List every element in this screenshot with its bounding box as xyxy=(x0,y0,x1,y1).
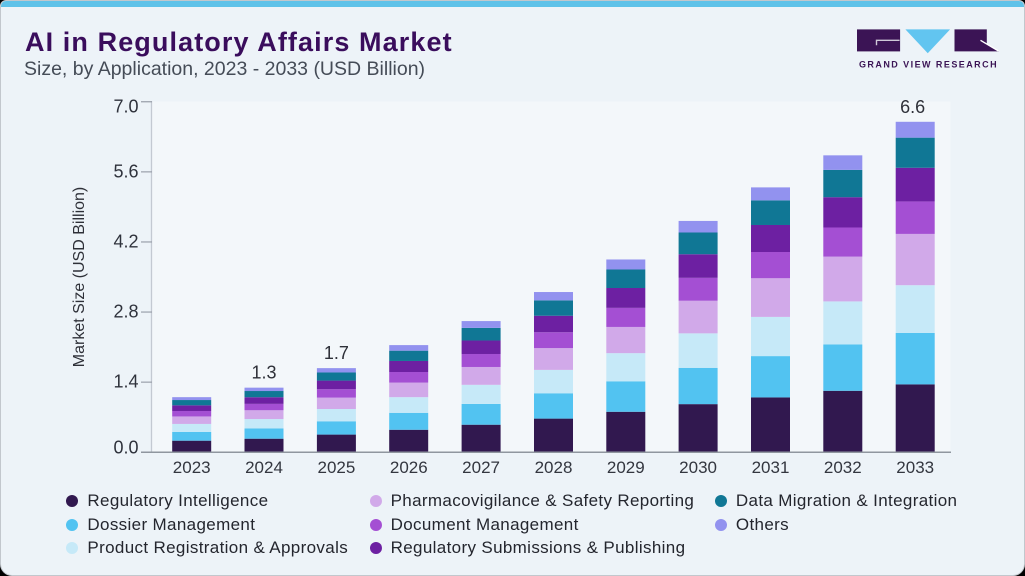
svg-text:1.3: 1.3 xyxy=(251,363,276,383)
svg-text:7.0: 7.0 xyxy=(113,96,138,116)
svg-text:GRAND VIEW RESEARCH: GRAND VIEW RESEARCH xyxy=(859,59,998,69)
svg-text:2030: 2030 xyxy=(679,458,717,477)
svg-text:Market Size (USD Billion): Market Size (USD Billion) xyxy=(71,187,88,367)
svg-text:0.0: 0.0 xyxy=(113,437,138,457)
svg-text:2027: 2027 xyxy=(462,458,500,477)
svg-text:4.2: 4.2 xyxy=(113,231,138,251)
svg-text:2033: 2033 xyxy=(896,458,934,477)
svg-text:2025: 2025 xyxy=(317,458,355,477)
svg-text:2.8: 2.8 xyxy=(113,301,138,321)
svg-text:2028: 2028 xyxy=(535,458,573,477)
svg-text:2032: 2032 xyxy=(824,458,862,477)
svg-text:2023: 2023 xyxy=(173,458,211,477)
svg-text:2029: 2029 xyxy=(607,458,645,477)
svg-text:6.6: 6.6 xyxy=(900,97,925,117)
svg-text:5.6: 5.6 xyxy=(113,161,138,181)
svg-text:2031: 2031 xyxy=(752,458,790,477)
svg-text:1.4: 1.4 xyxy=(113,372,138,392)
svg-text:2026: 2026 xyxy=(390,458,428,477)
svg-text:1.7: 1.7 xyxy=(324,343,349,363)
svg-text:2024: 2024 xyxy=(245,458,283,477)
